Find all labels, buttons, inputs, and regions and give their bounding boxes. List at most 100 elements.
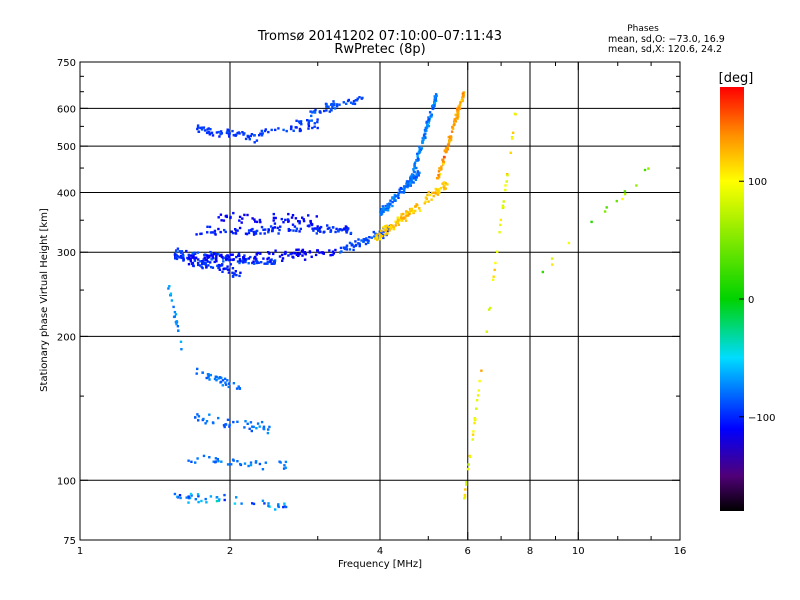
- echo-point: [178, 494, 182, 497]
- echo-point: [416, 156, 419, 159]
- echo-point: [187, 501, 190, 504]
- echo-point: [195, 372, 198, 375]
- echo-point: [219, 132, 222, 136]
- echo-point: [437, 173, 440, 177]
- echo-point: [396, 195, 400, 198]
- echo-point: [399, 191, 402, 194]
- echo-point: [193, 257, 196, 260]
- echo-point: [393, 193, 396, 197]
- echo-point: [382, 207, 385, 210]
- echo-point: [215, 379, 218, 382]
- echo-point: [380, 232, 383, 235]
- echo-point: [291, 223, 295, 226]
- echo-point: [358, 242, 361, 245]
- echo-point: [413, 166, 416, 170]
- echo-point: [200, 128, 204, 131]
- echo-point: [205, 265, 208, 269]
- echo-point: [501, 204, 505, 207]
- echo-point: [354, 99, 358, 102]
- echo-point: [206, 225, 209, 228]
- echo-point: [225, 257, 228, 260]
- echo-point: [204, 253, 207, 256]
- echo-point: [196, 251, 200, 254]
- echo-point: [244, 232, 248, 235]
- echo-point: [436, 193, 440, 196]
- echo-point: [419, 148, 423, 151]
- echo-point: [190, 460, 193, 463]
- echo-point: [307, 214, 310, 217]
- echo-point: [362, 240, 365, 243]
- echo-point: [254, 220, 257, 223]
- echo-point: [347, 98, 350, 102]
- echo-point: [254, 460, 258, 463]
- echo-point: [492, 275, 495, 278]
- echo-point: [360, 239, 363, 242]
- echo-point: [268, 425, 271, 429]
- echo-point: [394, 195, 397, 198]
- echo-point: [450, 136, 453, 139]
- echo-point: [314, 253, 318, 257]
- echo-point: [258, 134, 261, 137]
- echo-point: [506, 174, 509, 177]
- echo-point: [226, 254, 229, 257]
- x-tick-label: 8: [527, 546, 533, 557]
- echo-point: [315, 227, 319, 230]
- echo-point: [292, 229, 295, 232]
- echo-point: [345, 245, 348, 249]
- echo-point: [233, 502, 237, 505]
- echo-point: [471, 433, 475, 436]
- echo-point: [378, 234, 382, 237]
- echo-point: [272, 252, 275, 256]
- echo-point: [511, 136, 514, 140]
- echo-point: [379, 210, 382, 214]
- echo-point: [197, 263, 200, 267]
- echo-point: [208, 456, 211, 459]
- echo-point: [274, 216, 277, 220]
- echo-point: [238, 219, 241, 222]
- echo-point: [169, 292, 173, 295]
- echo-point: [255, 261, 259, 265]
- echo-point: [235, 255, 238, 259]
- echo-point: [274, 508, 277, 511]
- echo-point: [623, 190, 627, 193]
- echo-point: [223, 498, 226, 502]
- echo-point: [180, 348, 183, 351]
- echo-point: [209, 265, 213, 269]
- echo-point: [299, 227, 302, 231]
- echo-point: [261, 499, 265, 502]
- echo-point: [394, 199, 397, 202]
- grid-lines: [80, 62, 680, 540]
- echo-point: [397, 196, 400, 199]
- echo-point: [386, 209, 390, 212]
- echo-point: [363, 238, 367, 241]
- echo-point: [226, 130, 229, 134]
- echo-point: [185, 249, 188, 253]
- echo-point: [262, 425, 266, 428]
- echo-point: [353, 102, 357, 106]
- echo-point: [391, 225, 394, 228]
- echo-point: [208, 133, 211, 136]
- echo-point: [196, 127, 199, 131]
- echo-point: [175, 322, 178, 326]
- echo-point: [307, 127, 310, 130]
- echo-point: [269, 225, 273, 228]
- echo-point: [259, 220, 262, 224]
- echo-point: [410, 208, 413, 211]
- echo-point: [380, 208, 384, 211]
- echo-point: [397, 193, 400, 196]
- echo-point: [471, 438, 474, 441]
- echo-point: [209, 128, 212, 131]
- echo-point: [313, 227, 317, 230]
- echo-point: [378, 236, 381, 239]
- echo-point: [263, 262, 266, 265]
- echo-point: [247, 257, 251, 260]
- echo-point: [454, 113, 457, 116]
- echo-point: [414, 178, 418, 181]
- echo-point: [367, 239, 370, 242]
- echo-point: [282, 221, 285, 224]
- echo-point: [300, 123, 303, 126]
- echo-point: [435, 94, 438, 97]
- echo-point: [266, 260, 269, 264]
- echo-point: [413, 164, 416, 168]
- echo-point: [203, 256, 206, 260]
